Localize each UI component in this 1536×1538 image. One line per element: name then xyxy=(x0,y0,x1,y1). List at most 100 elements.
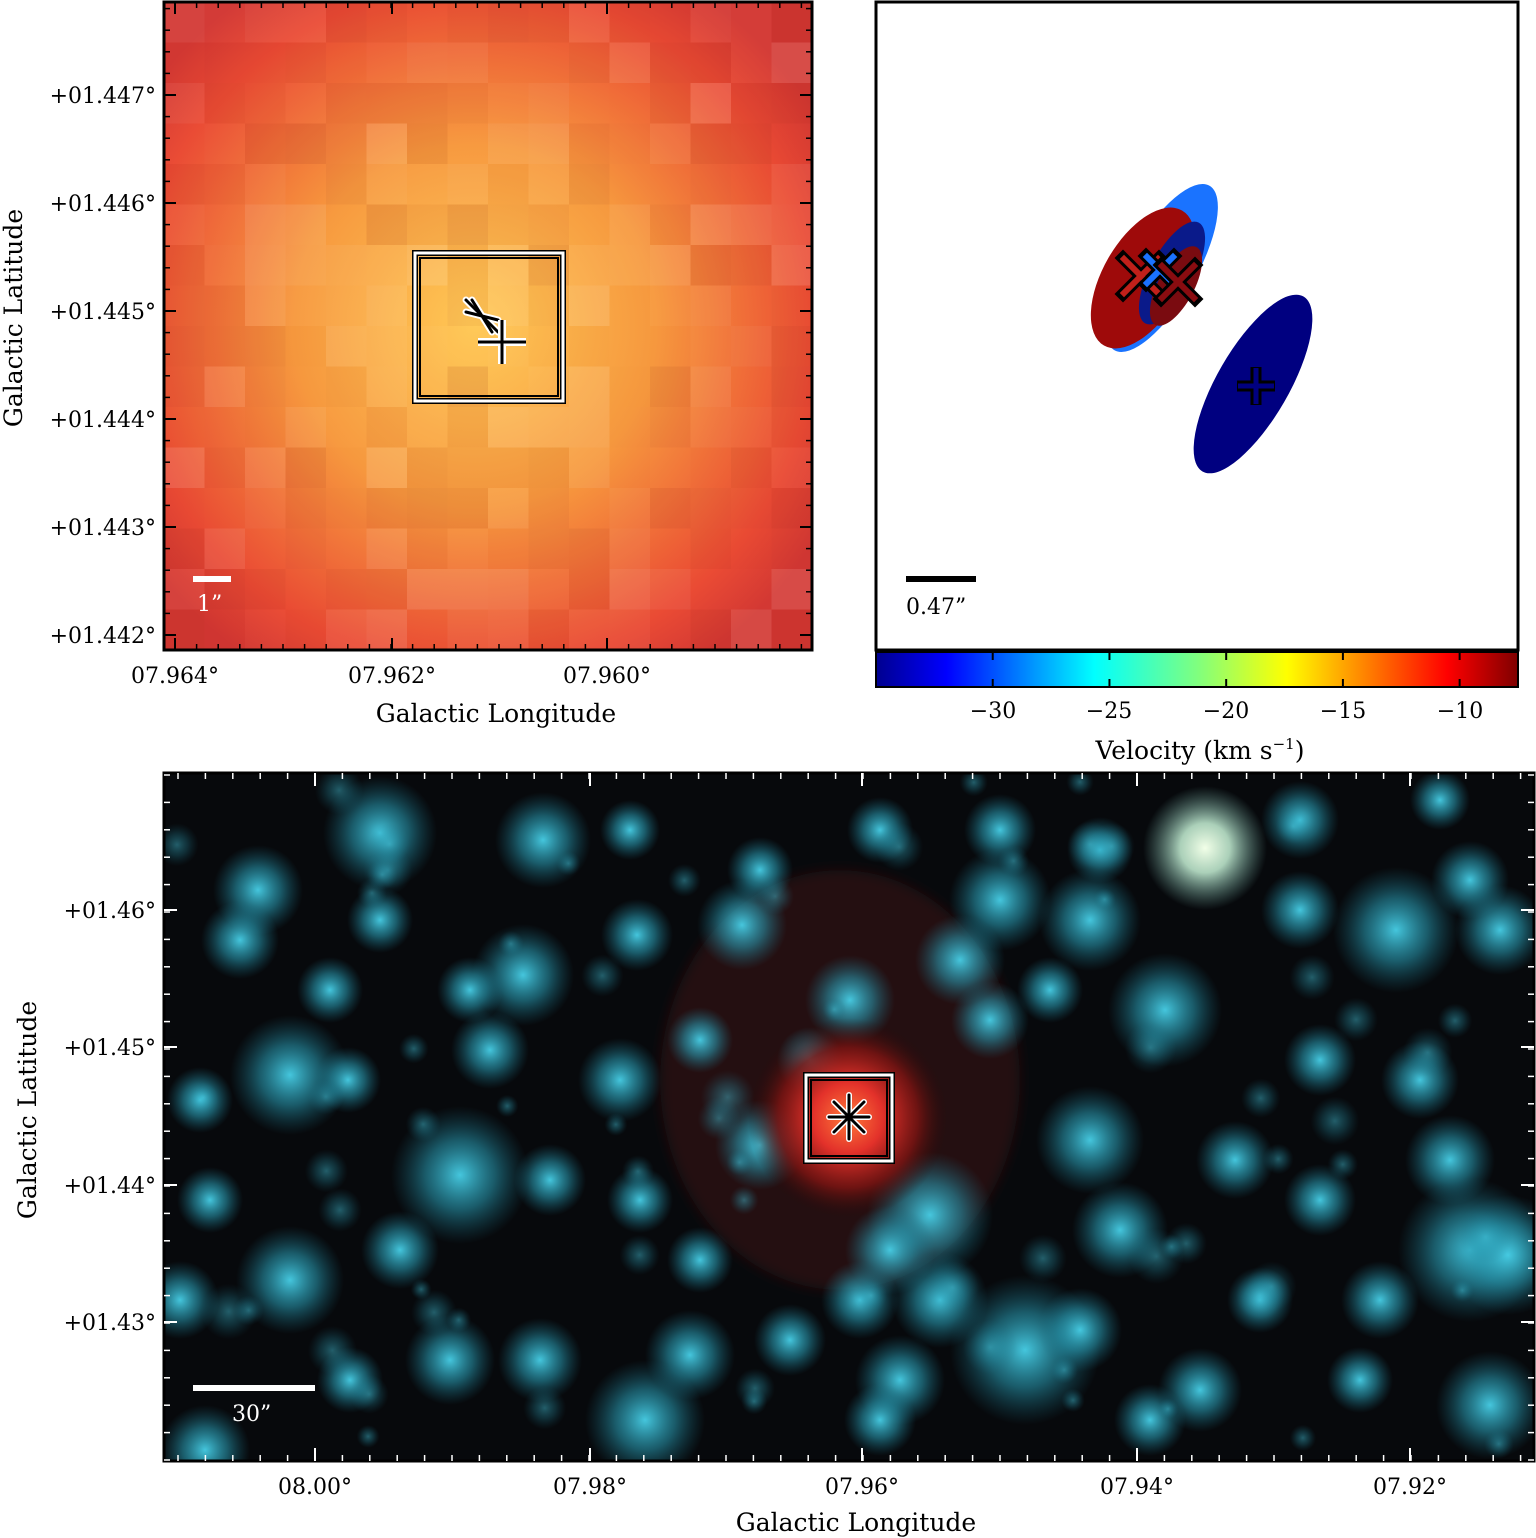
top-left-frame xyxy=(162,0,814,652)
pixel-cell xyxy=(326,123,367,164)
pixel-cell xyxy=(407,2,448,43)
faint-star xyxy=(307,1325,357,1376)
pixel-cell xyxy=(366,204,407,245)
pixel-cell xyxy=(731,609,772,650)
faint-star xyxy=(1310,1096,1360,1146)
pixel-cell xyxy=(326,2,367,43)
pixel-cell xyxy=(650,204,691,245)
pixel-cell xyxy=(569,366,610,407)
pixel-cell xyxy=(286,610,327,651)
faint-star xyxy=(1050,1356,1079,1384)
pixel-cell xyxy=(609,609,650,650)
pixel-cell xyxy=(285,2,326,43)
star xyxy=(1284,1024,1356,1096)
faint-star xyxy=(1334,997,1378,1042)
faint-star xyxy=(1061,1388,1085,1413)
pixel-cell xyxy=(326,164,367,205)
pixel-cell xyxy=(650,286,691,327)
pixel-cell xyxy=(569,285,610,326)
pixel-cell xyxy=(569,42,610,83)
pixel-cell xyxy=(164,205,205,246)
top-right-scale-label: 0.47” xyxy=(906,595,966,620)
pixel-cell xyxy=(528,83,569,124)
bottom-ticks xyxy=(164,773,1534,1461)
faint-star xyxy=(604,1113,628,1136)
pixel-cell xyxy=(447,164,488,205)
pixel-cell xyxy=(771,488,812,529)
faint-star xyxy=(959,773,988,797)
pixel-cell xyxy=(650,2,691,43)
pixel-cell xyxy=(407,528,448,569)
star xyxy=(754,1304,826,1376)
top-left-x-tick-0: 07.964° xyxy=(131,664,219,689)
pixel-cell xyxy=(609,2,650,43)
star xyxy=(1327,1347,1393,1413)
pixel-cell xyxy=(326,43,367,84)
colorbar-tick-4: −10 xyxy=(1437,699,1483,724)
top-left-panel: 1” 07.964° 07.962° 07.960° +01.442° +01.… xyxy=(0,0,814,728)
faint-star xyxy=(1018,1234,1067,1283)
pixel-cell xyxy=(731,407,772,448)
pixel-cell xyxy=(690,285,731,326)
colorbar-tick-1: −25 xyxy=(1086,699,1132,724)
pixel-cell xyxy=(731,569,772,610)
pixel-cell xyxy=(407,205,448,246)
pixel-cell xyxy=(771,42,812,83)
pixel-cell xyxy=(164,447,205,488)
pixel-cell xyxy=(488,609,529,650)
pixel-cell xyxy=(407,83,448,124)
pixel-cell xyxy=(286,164,327,205)
pixel-cell xyxy=(731,447,772,488)
pixel-cell xyxy=(448,529,489,570)
pixel-cell xyxy=(205,488,246,529)
pixel-cell xyxy=(528,204,569,245)
pixel-cell xyxy=(650,529,691,570)
pixel-cell xyxy=(610,367,651,408)
top-left-y-label: Galactic Latitude xyxy=(0,209,28,427)
pixel-cell xyxy=(407,488,448,529)
pixel-cell xyxy=(488,2,529,43)
pixel-cell xyxy=(528,2,569,43)
pixel-cell xyxy=(731,164,772,205)
pixel-cell xyxy=(204,83,245,124)
pixel-cell xyxy=(245,610,286,651)
star xyxy=(951,981,1029,1059)
pixel-cell xyxy=(488,529,529,570)
faint-star xyxy=(1402,1027,1453,1078)
star xyxy=(1017,957,1083,1023)
pixel-cell xyxy=(488,569,529,610)
faint-star xyxy=(1066,773,1094,796)
colorbar-label: Velocity (km s−1) xyxy=(1095,735,1305,765)
faint-star xyxy=(1093,888,1116,911)
pixel-cell xyxy=(286,569,327,610)
star xyxy=(498,1318,582,1402)
pixel-cell xyxy=(366,569,407,610)
pixel-cell xyxy=(366,407,407,448)
pixel-cell xyxy=(164,488,205,529)
pixel-cell xyxy=(488,407,529,448)
pixel-cell xyxy=(447,42,488,83)
pixel-cell xyxy=(407,610,448,651)
pixel-cell xyxy=(245,42,286,83)
pixel-cell xyxy=(731,367,772,408)
top-left-y-tick-3: +01.445° xyxy=(50,300,156,325)
pixel-cell xyxy=(286,529,327,570)
pixel-cell xyxy=(650,366,691,407)
bottom-x-tick-1: 07.98° xyxy=(553,1475,627,1500)
bottom-x-tick-2: 07.96° xyxy=(825,1475,899,1500)
pixel-cell xyxy=(690,123,731,164)
pixel-cell xyxy=(488,447,529,488)
faint-star xyxy=(349,1374,389,1414)
bottom-x-label: Galactic Longitude xyxy=(736,1508,976,1537)
star xyxy=(451,1011,529,1089)
faint-star xyxy=(619,1234,660,1276)
pixel-cell xyxy=(326,245,367,286)
pixel-cell xyxy=(366,2,407,43)
faint-star xyxy=(314,773,364,815)
pixel-cell xyxy=(286,286,327,327)
pixel-cell xyxy=(204,326,245,367)
faint-star xyxy=(356,1424,380,1448)
pixel-cell xyxy=(204,42,245,83)
pixel-cell xyxy=(164,609,205,650)
faint-star xyxy=(446,1307,472,1333)
